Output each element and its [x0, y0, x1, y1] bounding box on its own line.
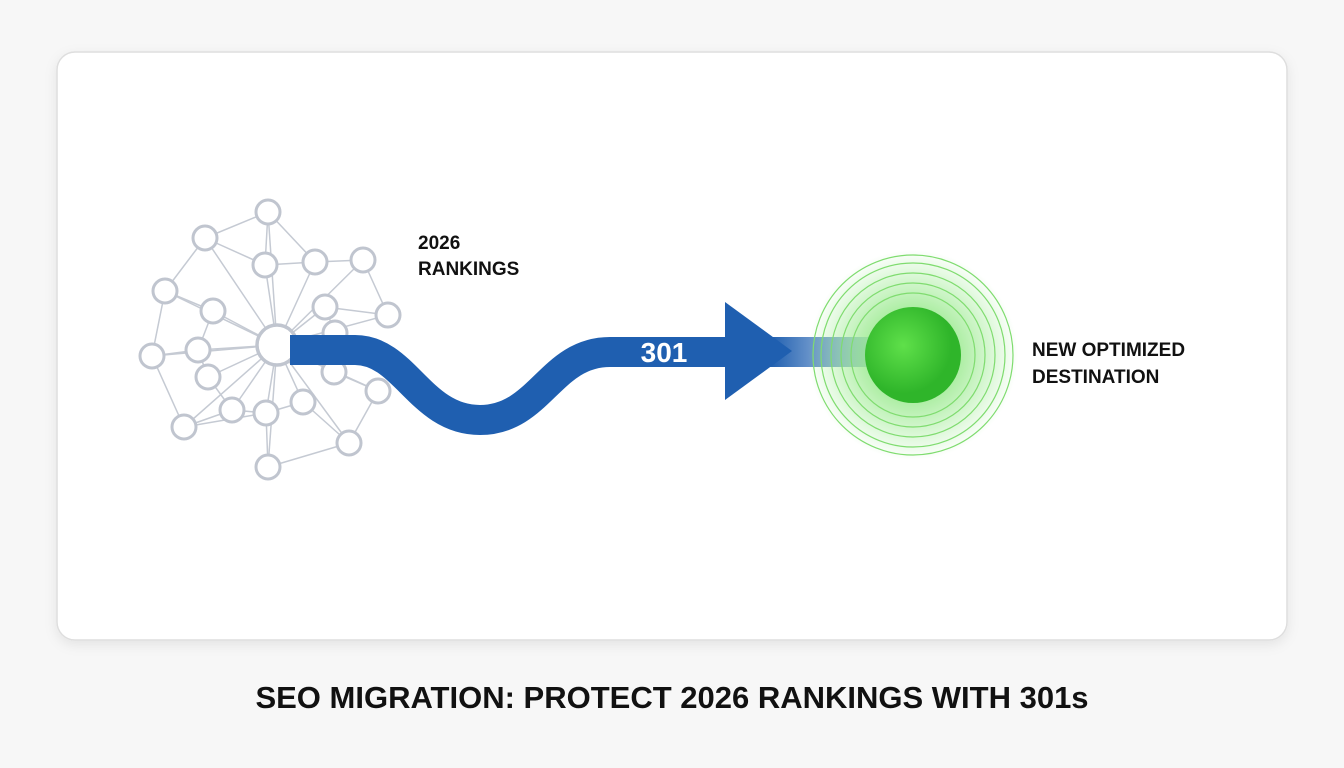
source-label: RANKINGS: [418, 259, 519, 280]
network-node: [301, 248, 329, 276]
destination-node: [865, 307, 961, 403]
network-node: [184, 336, 212, 364]
arrow-head: [725, 302, 792, 400]
target-label: NEW OPTIMIZED: [1032, 340, 1185, 361]
network-node: [311, 293, 339, 321]
redirect-path: [290, 335, 735, 436]
target-label: DESTINATION: [1032, 367, 1159, 388]
network-node: [289, 388, 317, 416]
network-node: [364, 377, 392, 405]
network-node: [254, 198, 282, 226]
network-node: [252, 399, 280, 427]
caption: SEO MIGRATION: PROTECT 2026 RANKINGS WIT…: [255, 680, 1088, 715]
network-node: [151, 277, 179, 305]
network-node: [349, 246, 377, 274]
network-node: [374, 301, 402, 329]
network-node: [335, 429, 363, 457]
network-node: [191, 224, 219, 252]
network-node: [251, 251, 279, 279]
network-node: [138, 342, 166, 370]
network-edge: [267, 442, 350, 468]
network-node: [194, 363, 222, 391]
network-edge: [267, 211, 278, 346]
network-node: [254, 453, 282, 481]
network-node: [218, 396, 246, 424]
rings: [812, 254, 1014, 456]
arrow-label: 301: [641, 337, 688, 368]
network-node: [199, 297, 227, 325]
network-node: [170, 413, 198, 441]
source-label: 2026: [418, 233, 460, 254]
